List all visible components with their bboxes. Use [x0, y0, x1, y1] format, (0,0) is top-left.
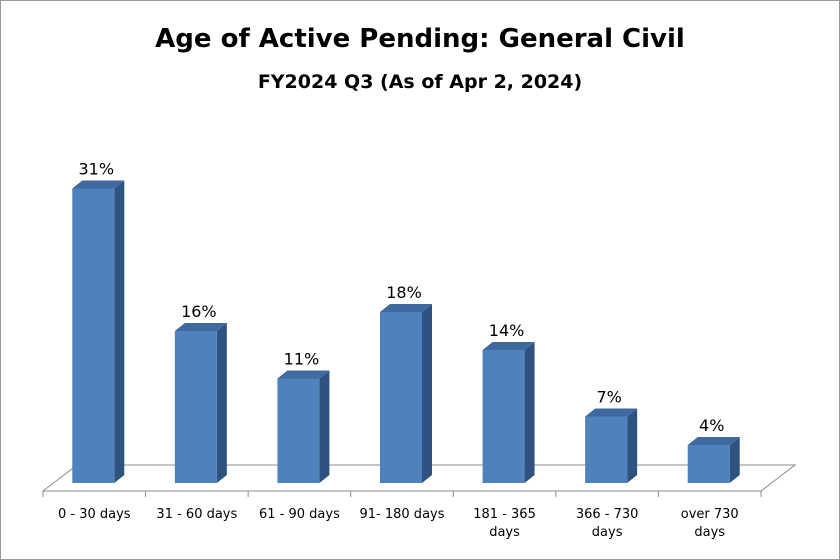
bar-front [72, 188, 115, 483]
chart-floor [41, 464, 797, 497]
data-label: 11% [284, 350, 320, 369]
bar-side [319, 370, 330, 483]
x-tick-label: days [592, 525, 623, 540]
bar-front [687, 445, 730, 483]
bar-side [627, 408, 638, 483]
bar-side [524, 342, 535, 483]
x-tick-label: 61 - 90 days [259, 507, 340, 522]
bar-front [174, 331, 217, 483]
data-label: 18% [386, 283, 422, 302]
bar [687, 437, 740, 483]
bar-front [482, 350, 525, 483]
bar [585, 408, 638, 483]
bar-top [72, 180, 125, 189]
data-label: 31% [79, 160, 115, 179]
bar-side [422, 304, 432, 483]
bar-top [585, 408, 638, 417]
bar-top [380, 304, 432, 312]
bar-side [216, 323, 227, 483]
bar-side [729, 437, 740, 483]
bar [174, 323, 227, 483]
bar-top [277, 370, 330, 379]
x-tick-label: 0 - 30 days [58, 507, 131, 522]
bar [482, 342, 535, 483]
bar-front [380, 312, 422, 483]
x-tick-label: days [694, 525, 725, 540]
bar [277, 370, 330, 483]
x-axis-tick-labels: 0 - 30 days 31 - 60 days 61 - 90 days 91- 1… [58, 507, 739, 540]
bars-group: 31% 16% 11% 18% 14% 7% 4% [72, 160, 740, 483]
bar-front [585, 416, 628, 483]
x-tick-label: days [489, 525, 520, 540]
bar-side [114, 180, 125, 483]
bar-top [174, 323, 227, 331]
x-tick-label: over 730 [681, 507, 739, 522]
bar-front [277, 378, 320, 483]
x-tick-label: 31 - 60 days [156, 507, 237, 522]
data-label: 16% [181, 302, 217, 321]
chart-subtitle: FY2024 Q3 (As of Apr 2, 2024) [258, 71, 582, 93]
data-label: 7% [596, 388, 621, 407]
bar [380, 304, 432, 483]
bar-top [687, 437, 740, 445]
bar-top [482, 342, 535, 350]
chart-title: Age of Active Pending: General Civil [155, 24, 685, 54]
x-tick-label: 91- 180 days [360, 507, 445, 522]
x-tick-label: 366 - 730 [576, 507, 639, 522]
data-label: 14% [489, 321, 525, 340]
data-label: 4% [699, 416, 724, 435]
x-tick-label: 181 - 365 [473, 507, 536, 522]
bar [72, 180, 125, 483]
